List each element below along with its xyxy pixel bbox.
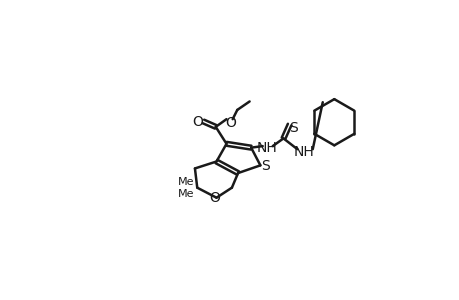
Text: Me: Me — [177, 189, 194, 199]
Text: NH: NH — [293, 145, 314, 158]
Text: O: O — [224, 116, 235, 130]
Text: Me: Me — [177, 176, 194, 187]
Text: S: S — [260, 159, 269, 173]
Text: S: S — [289, 122, 297, 135]
Text: O: O — [209, 191, 220, 206]
Text: NH: NH — [257, 141, 277, 155]
Text: O: O — [192, 115, 203, 129]
